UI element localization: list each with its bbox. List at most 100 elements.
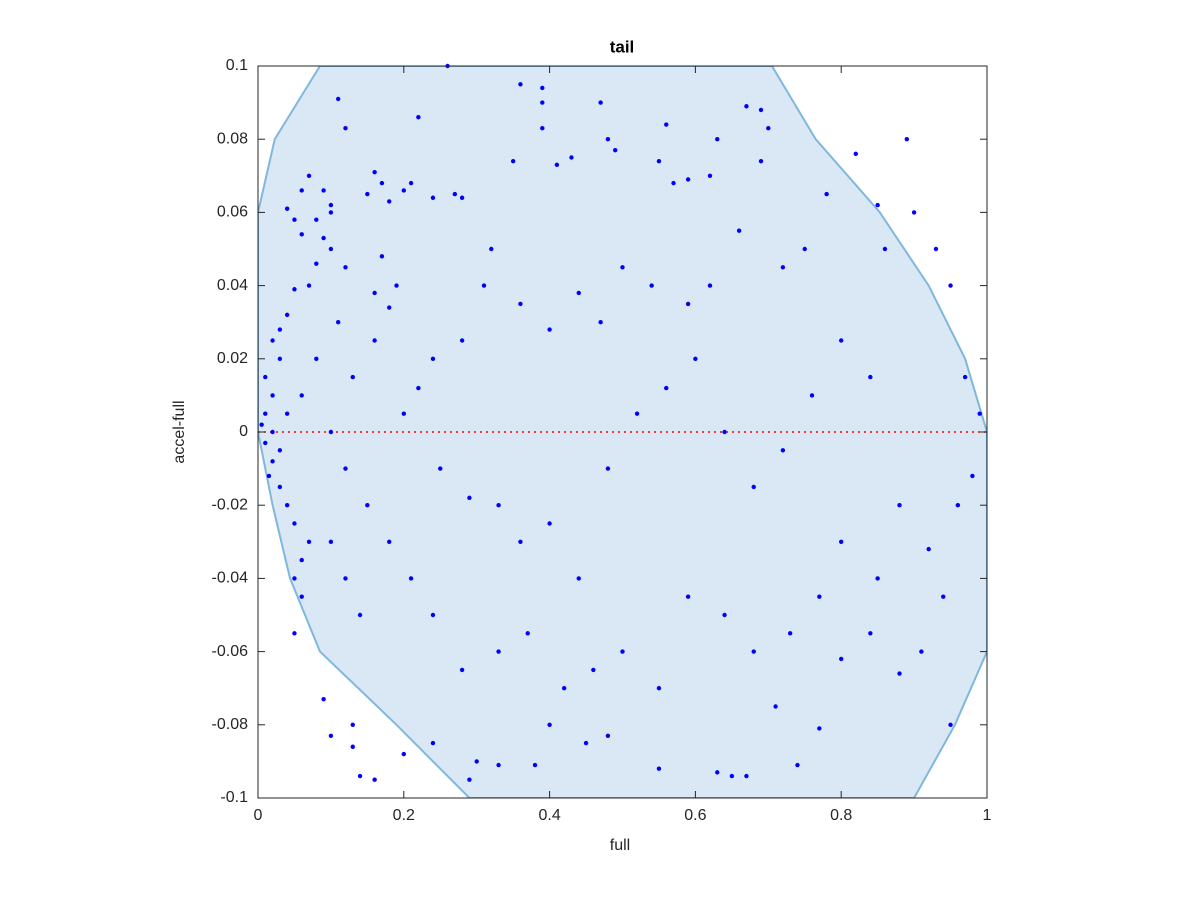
point: [693, 356, 698, 361]
point: [365, 503, 370, 508]
point: [875, 202, 880, 208]
point: [839, 539, 844, 544]
point: [598, 320, 603, 325]
point: [518, 539, 523, 544]
point: [277, 327, 283, 332]
point: [270, 338, 275, 343]
point: [875, 576, 880, 581]
point: [540, 100, 545, 105]
point: [328, 202, 334, 208]
point: [379, 254, 385, 259]
point: [613, 147, 618, 153]
point: [343, 126, 348, 131]
point: [452, 191, 458, 197]
point: [372, 290, 377, 296]
point: [722, 612, 727, 618]
point: [259, 422, 264, 427]
point: [962, 374, 968, 380]
point: [620, 265, 625, 270]
point: [744, 104, 749, 109]
point: [379, 180, 385, 186]
point: [656, 686, 662, 691]
point: [350, 722, 355, 727]
point: [328, 246, 334, 252]
point: [882, 246, 888, 252]
point: [948, 283, 953, 288]
point: [387, 199, 392, 204]
point: [357, 612, 363, 618]
point: [605, 733, 611, 738]
point: [948, 722, 953, 727]
point: [919, 649, 924, 654]
point: [583, 740, 589, 746]
point: [736, 228, 742, 233]
point: [430, 195, 436, 200]
point: [540, 85, 545, 91]
point: [853, 151, 858, 157]
point: [328, 539, 334, 544]
point: [554, 162, 560, 168]
point: [328, 429, 334, 435]
point: [263, 374, 268, 380]
point: [365, 191, 370, 197]
point: [335, 320, 341, 325]
point: [408, 180, 414, 186]
point: [299, 188, 304, 193]
point: [357, 773, 363, 779]
point: [387, 305, 392, 310]
point: [328, 210, 334, 215]
point: [266, 473, 272, 479]
point: [955, 503, 961, 508]
point: [941, 594, 946, 599]
point: [685, 177, 691, 182]
point: [780, 265, 786, 270]
point: [284, 411, 290, 416]
point: [328, 733, 334, 738]
point: [401, 188, 406, 193]
point: [343, 466, 348, 471]
point: [744, 773, 749, 779]
point: [263, 411, 268, 416]
point: [350, 374, 355, 380]
point: [518, 301, 523, 307]
point: [292, 521, 297, 526]
point: [868, 631, 873, 636]
point: [335, 96, 341, 102]
point: [299, 232, 304, 237]
point: [372, 777, 377, 782]
point: [321, 235, 326, 241]
point: [540, 126, 545, 131]
y-tick-label: -0.06: [212, 643, 249, 660]
point: [707, 173, 713, 178]
point: [933, 246, 939, 252]
point: [474, 759, 479, 764]
point: [904, 137, 910, 142]
point: [758, 158, 764, 164]
point: [532, 762, 538, 768]
point: [459, 195, 465, 200]
point: [284, 503, 290, 508]
point: [758, 107, 764, 113]
point: [605, 466, 611, 471]
point: [430, 356, 436, 361]
point: [401, 751, 406, 757]
point: [576, 576, 581, 581]
x-tick-label: 0.2: [393, 807, 415, 824]
point: [489, 246, 494, 252]
point: [766, 126, 771, 131]
point: [817, 726, 822, 731]
point: [284, 206, 290, 211]
point: [809, 393, 815, 398]
y-tick-label: 0.06: [217, 204, 248, 221]
point: [605, 137, 611, 142]
point: [664, 385, 669, 391]
point: [977, 411, 982, 416]
point: [481, 283, 487, 288]
point: [715, 770, 720, 775]
point: [496, 762, 501, 768]
point: [401, 411, 406, 416]
point: [795, 762, 800, 768]
point: [270, 459, 275, 464]
point: [270, 429, 275, 435]
